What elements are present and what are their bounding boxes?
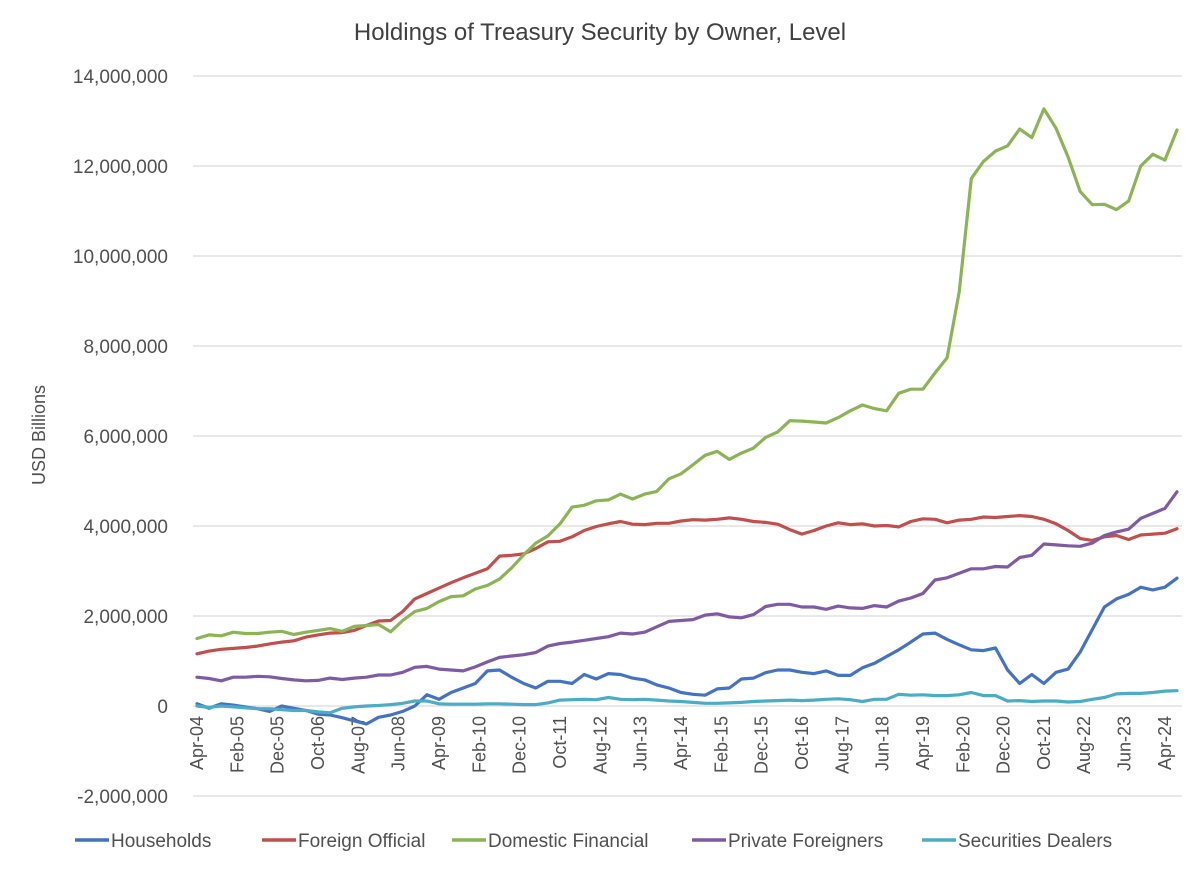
series-line-private-foreigners: [195, 490, 1179, 683]
y-tick-label: 4,000,000: [83, 517, 168, 538]
y-tick-label: 12,000,000: [73, 157, 168, 178]
x-tick-label: Aug-22: [1074, 716, 1094, 774]
x-tick-label: Feb-10: [469, 716, 489, 773]
y-tick-label: 8,000,000: [83, 337, 168, 358]
x-tick-label: Jun-08: [389, 716, 409, 771]
y-axis-ticks: -2,000,000 0 2,000,000 4,000,000 6,000,000 8,…: [73, 67, 168, 808]
x-tick-label: Apr-19: [913, 716, 933, 770]
series-line-foreign-official: [195, 513, 1179, 656]
x-tick-label: Oct-11: [550, 716, 570, 769]
x-tick-label: Feb-15: [711, 716, 731, 773]
x-tick-label: Dec-20: [994, 716, 1014, 774]
series-lines: [195, 107, 1179, 726]
series-line-domestic-financial: [195, 107, 1179, 641]
y-tick-label: 14,000,000: [73, 67, 168, 88]
legend-label: Foreign Official: [298, 831, 425, 852]
x-tick-label: Feb-20: [953, 716, 973, 773]
legend: Households Foreign Official Domestic Finan…: [75, 831, 1112, 852]
x-tick-label: Aug-07: [348, 716, 368, 774]
x-tick-label: Oct-16: [792, 716, 812, 770]
x-axis-ticks: Apr-04 Feb-05 Dec-05 Oct-06 Aug-07 Jun-08 Apr-…: [187, 716, 1175, 774]
x-tick-label: Jun-13: [631, 716, 651, 771]
x-tick-label: Feb-05: [227, 716, 247, 773]
x-tick-label: Apr-24: [1155, 716, 1175, 770]
x-tick-label: Aug-17: [832, 716, 852, 774]
y-tick-label: -2,000,000: [77, 787, 168, 808]
y-tick-label: 0: [157, 697, 168, 718]
legend-label: Private Foreigners: [728, 831, 883, 852]
gridlines: [193, 75, 1182, 797]
x-tick-label: Aug-12: [590, 716, 610, 774]
series-line-households: [195, 576, 1179, 726]
x-tick-label: Apr-04: [187, 716, 207, 770]
y-tick-label: 6,000,000: [83, 427, 168, 448]
y-tick-label: 10,000,000: [73, 247, 168, 268]
legend-label: Households: [111, 831, 211, 852]
x-tick-label: Jun-23: [1115, 716, 1135, 771]
x-tick-label: Dec-15: [752, 716, 772, 774]
x-tick-label: Oct-21: [1034, 716, 1054, 770]
x-tick-label: Dec-10: [510, 716, 530, 774]
x-tick-label: Dec-05: [268, 716, 288, 774]
legend-label: Domestic Financial: [488, 831, 649, 852]
chart-title: Holdings of Treasury Security by Owner, …: [354, 19, 846, 46]
legend-label: Securities Dealers: [958, 831, 1112, 852]
x-tick-label: Apr-14: [671, 716, 691, 770]
y-axis-label: USD Billions: [29, 385, 49, 485]
x-tick-label: Oct-06: [308, 716, 328, 770]
series-line-securities-dealers: [195, 689, 1179, 715]
y-tick-label: 2,000,000: [83, 607, 168, 628]
x-tick-label: Jun-18: [873, 716, 893, 771]
x-tick-label: Apr-09: [429, 716, 449, 770]
